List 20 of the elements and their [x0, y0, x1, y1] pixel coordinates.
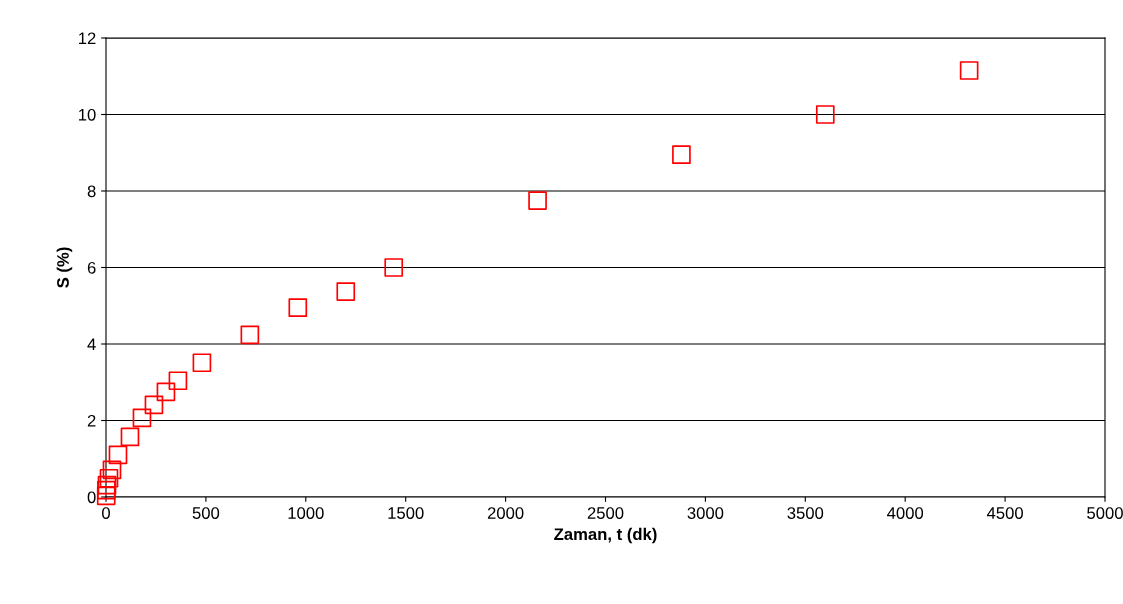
x-tick-label: 2500: [587, 507, 624, 519]
x-tick-label: 3000: [687, 507, 724, 519]
x-tick-label: 5000: [1087, 507, 1123, 519]
y-tick-label: 0: [87, 491, 96, 504]
x-tick-label: 1500: [388, 507, 424, 519]
x-tick-label: 1000: [288, 507, 324, 519]
x-tick-label: 2000: [487, 507, 524, 519]
x-tick-label: 4000: [887, 507, 924, 519]
y-tick-label: 2: [87, 414, 96, 427]
y-tick-label: 4: [87, 338, 96, 351]
y-tick-label: 10: [79, 108, 96, 121]
x-tick-label: 500: [192, 507, 220, 519]
x-tick-label: 4500: [986, 507, 1023, 519]
y-tick-label: 8: [87, 185, 96, 198]
x-tick-label: 0: [102, 507, 110, 519]
x-axis-title: Zaman, t (dk): [554, 527, 657, 544]
x-tick-label: 3500: [787, 507, 824, 519]
y-axis-title: S (%): [56, 247, 73, 288]
y-tick-label: 12: [79, 32, 96, 45]
y-tick-label: 6: [87, 261, 96, 274]
